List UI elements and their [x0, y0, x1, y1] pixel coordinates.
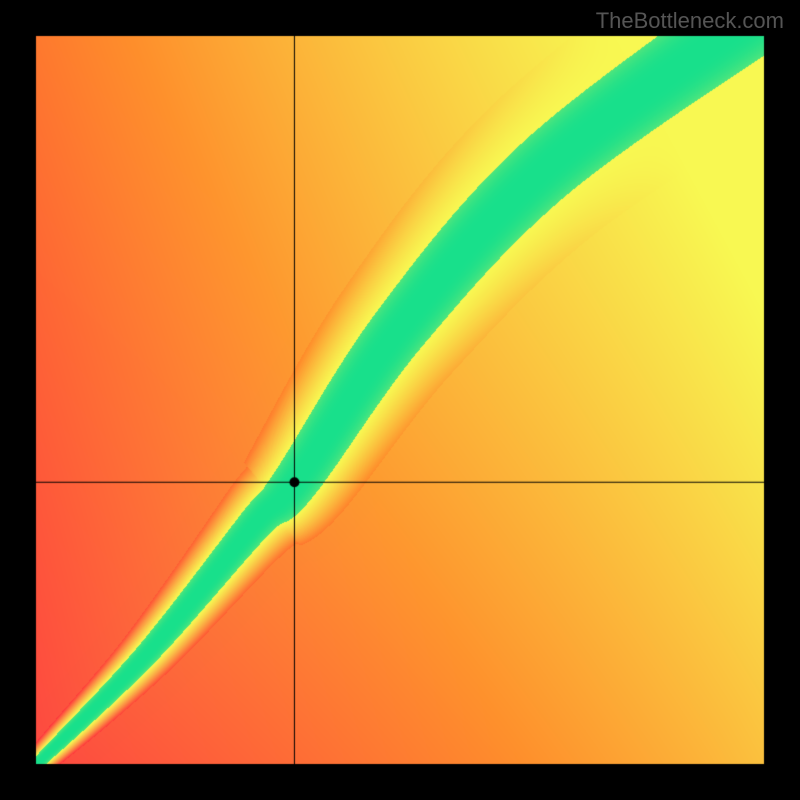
heatmap-canvas — [0, 0, 800, 800]
watermark-text: TheBottleneck.com — [596, 8, 784, 34]
